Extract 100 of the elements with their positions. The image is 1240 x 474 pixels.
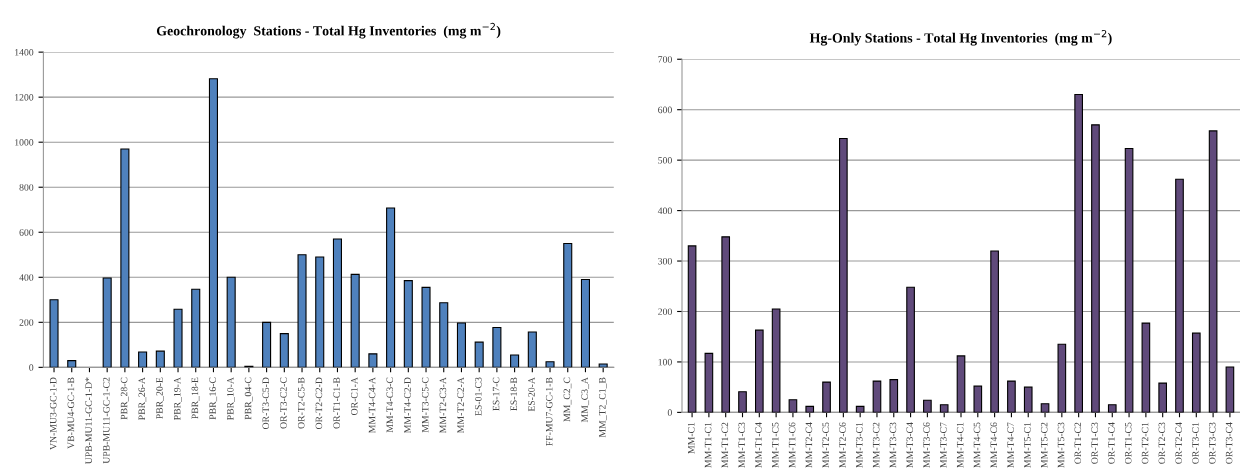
x-tick-label: PBR_19-A (173, 377, 182, 421)
x-tick-label: MM-T3-C5-C (421, 377, 429, 433)
x-tick-label: PBR_16-C (209, 377, 218, 420)
x-tick-label: OR-T3-C5-D (262, 377, 270, 430)
bar (386, 207, 396, 368)
bar (368, 353, 378, 368)
bar (1158, 382, 1168, 413)
x-tick-label: MM-T4-C2-D (404, 377, 411, 433)
bar (738, 391, 747, 413)
x-tick-label: PBR_04-C (244, 377, 253, 420)
x-tick-label: MM-T3-C4 (906, 422, 914, 468)
x-tick-label: MM-T1-C5 (772, 422, 779, 468)
bar (563, 242, 573, 368)
bar (822, 381, 831, 413)
x-tick-label: ES-18-B (510, 377, 518, 411)
x-tick-label: OR-T3-C3 (1209, 422, 1216, 464)
y-tick-label: 400 (657, 207, 672, 215)
bar (155, 350, 165, 368)
bar (1141, 322, 1151, 413)
bar (527, 331, 537, 368)
bar (1057, 343, 1067, 413)
x-tick-label: MM-C1 (687, 422, 695, 454)
bar (839, 137, 848, 413)
y-tick-label: 1000 (15, 139, 34, 146)
bar (208, 78, 218, 368)
x-tick-label: MM-T1-C3 (738, 422, 745, 468)
x-tick-label: OR-T3-C4 (1225, 422, 1233, 464)
y-tick-label: 0 (29, 364, 34, 371)
x-tick-label: MM-T3-C1 (856, 422, 863, 468)
bar (580, 278, 590, 368)
y-tick-label: 700 (658, 56, 672, 63)
bar (138, 351, 148, 368)
x-tick-label: MM-T2-C2-A (457, 377, 464, 433)
x-tick-label: MM_C2_C (563, 377, 572, 422)
y-tick-label: 1200 (15, 94, 34, 101)
chart-title: Hg-Only Stations - Total Hg Inventories (mg m$^{−2}$) (809, 29, 1112, 46)
bar (191, 288, 201, 368)
x-tick-label: MM-T3-C2 (872, 422, 880, 468)
bar (598, 363, 608, 368)
x-tick-label: VB-MU4-GC-1-B (67, 377, 75, 449)
bar (315, 256, 325, 368)
x-tick-label: OR-T1-C4 (1108, 422, 1115, 464)
x-tick-label: MM-T4-C5 (973, 422, 981, 468)
bar (1208, 130, 1218, 413)
x-tick-label: MM-T2-C5 (822, 422, 829, 468)
bar (1091, 124, 1100, 413)
bar (102, 277, 112, 368)
bar (872, 380, 882, 413)
x-tick-label: MM-T4-C1 (956, 422, 964, 468)
x-tick-label: FF-MU7-GC-1-B (545, 377, 553, 446)
x-tick-label: MM_C3_A (581, 377, 590, 423)
bar (889, 379, 899, 413)
bar (173, 308, 183, 368)
x-tick-label: MM-T2-C3-A (439, 377, 447, 433)
x-tick-label: MM-T3-C6 (923, 422, 930, 468)
y-tick-label: 100 (658, 358, 672, 366)
x-tick-label: PBR_10-A (227, 377, 235, 421)
bar (1225, 366, 1235, 413)
y-tick-label: 300 (658, 257, 672, 265)
x-tick-label: ES-01-C3 (475, 377, 482, 416)
y-tick-label: 0 (667, 409, 672, 416)
bar (1175, 178, 1184, 413)
x-tick-label: MM-T2-C6 (839, 422, 846, 468)
x-tick-label: OR-T3-C2-C (280, 377, 287, 429)
bar (350, 273, 360, 368)
x-tick-label: OR-T2-C2-D (315, 377, 323, 430)
bar (510, 354, 520, 368)
bar (439, 302, 449, 368)
x-tick-label: OR-T3-C1 (1192, 422, 1199, 464)
bar (120, 148, 130, 368)
x-tick-label: MM-T1-C4 (755, 422, 762, 468)
bar (939, 404, 949, 413)
bar (704, 352, 714, 413)
bar (956, 355, 966, 413)
x-tick-label: MM-T1-C1 (704, 422, 712, 468)
y-tick-label: 1400 (15, 49, 34, 56)
x-tick-label: MM-T3-C7 (940, 422, 947, 468)
x-tick-label: MM-T1-C2 (721, 422, 729, 468)
bar (226, 276, 236, 368)
x-tick-label: VN-MU3-GC-1-D (49, 377, 57, 450)
bar (687, 245, 697, 413)
bar (973, 385, 983, 413)
bar (754, 329, 764, 413)
bar (1007, 380, 1016, 413)
y-tick-label: 600 (658, 106, 672, 114)
bar (1107, 404, 1117, 413)
bar (855, 405, 865, 413)
x-tick-label: OR-C1-A (351, 377, 358, 416)
x-tick-label: MM-T4-C7 (1007, 422, 1014, 468)
bar (1191, 332, 1201, 413)
bar (492, 326, 502, 368)
y-tick-label: 500 (658, 157, 672, 164)
x-tick-label: ES-17-C (492, 377, 500, 411)
bar (262, 321, 272, 368)
bar (279, 333, 289, 368)
bar (67, 360, 77, 368)
x-tick-label: MM-T4-C6 (990, 422, 998, 468)
x-tick-label: MM-T5-C3 (1057, 422, 1065, 468)
bar (1023, 386, 1033, 413)
x-tick-label: MM_T2_C1_B (599, 377, 607, 438)
